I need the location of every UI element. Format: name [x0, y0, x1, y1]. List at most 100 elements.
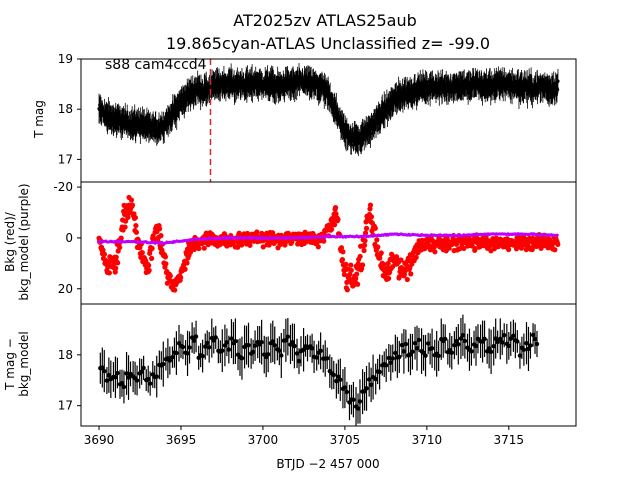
- data-point: [283, 338, 289, 343]
- y-tick-label: 0: [65, 231, 73, 245]
- bkg-point: [362, 238, 368, 244]
- bkg-point: [196, 245, 202, 252]
- data-point: [377, 369, 382, 375]
- data-point: [397, 354, 402, 360]
- data-point: [357, 399, 363, 404]
- bkg-point: [372, 225, 378, 231]
- bkg-point: [235, 244, 241, 250]
- data-point: [403, 341, 409, 347]
- bkg-point: [341, 271, 347, 278]
- data-point: [399, 342, 405, 348]
- data-point: [334, 378, 339, 384]
- data-point: [141, 365, 146, 371]
- data-point: [233, 339, 238, 344]
- bkg-point: [254, 229, 260, 235]
- bkg-point: [354, 271, 360, 277]
- data-point: [331, 372, 336, 378]
- data-point: [506, 343, 511, 349]
- bkg-point: [139, 250, 145, 256]
- data-point: [458, 336, 464, 341]
- bkg-point: [106, 270, 112, 276]
- data-point: [410, 349, 415, 354]
- data-point: [128, 371, 133, 377]
- bkg-point: [367, 206, 373, 212]
- bkg-point: [217, 242, 223, 248]
- x-tick-label: 3710: [412, 433, 443, 447]
- bkg-point: [149, 255, 155, 261]
- data-point: [106, 372, 112, 378]
- data-point: [246, 342, 251, 348]
- data-point: [338, 377, 343, 382]
- bkg-point: [133, 229, 140, 235]
- bottom-panel: 17 18 3690 3695 3700 3705 3710 3715: [58, 303, 577, 447]
- data-point: [259, 339, 264, 345]
- bkg-point: [408, 271, 414, 277]
- bkg-point: [344, 287, 350, 293]
- plot-area: [96, 194, 561, 293]
- data-point: [517, 353, 523, 358]
- bkg-point: [398, 257, 404, 263]
- data-point: [515, 339, 520, 344]
- bkg-point: [348, 262, 354, 268]
- bkg-point: [386, 275, 392, 282]
- y-tick-label: 19: [58, 52, 73, 66]
- bkg-point: [375, 244, 381, 250]
- bkg-point: [374, 237, 380, 243]
- data-point: [185, 351, 190, 356]
- data-point: [193, 334, 199, 339]
- bkg-point: [315, 244, 321, 250]
- bkg-point: [339, 257, 346, 263]
- bkg-point: [329, 226, 335, 232]
- bkg-point: [163, 261, 169, 267]
- data-point: [277, 348, 282, 353]
- data-point: [414, 345, 420, 351]
- bkg-point: [331, 222, 338, 228]
- bkg-point: [184, 260, 190, 266]
- bkg-point: [101, 251, 108, 257]
- data-point: [556, 79, 560, 83]
- data-point: [362, 137, 366, 142]
- data-point: [239, 355, 245, 361]
- data-point: [174, 350, 179, 356]
- bkg-point: [321, 238, 327, 244]
- bkg-point: [128, 197, 135, 203]
- data-point: [502, 333, 507, 338]
- bkg-point: [361, 242, 368, 248]
- x-tick-label: 3690: [84, 433, 115, 447]
- bkg-point: [113, 265, 119, 271]
- data-point: [454, 338, 459, 344]
- bkg-point: [158, 233, 164, 239]
- data-point: [401, 349, 407, 354]
- bkg-point: [529, 246, 535, 253]
- data-point: [473, 343, 479, 349]
- data-point: [388, 360, 393, 365]
- bkg-point: [260, 244, 266, 250]
- bkg-point: [338, 245, 345, 251]
- bkg-point: [289, 239, 295, 245]
- bkg-point: [282, 240, 288, 246]
- data-point: [425, 341, 431, 346]
- data-point: [366, 377, 372, 382]
- data-point: [205, 340, 210, 346]
- data-point: [147, 381, 153, 386]
- bkg-point: [359, 262, 366, 268]
- data-point: [530, 332, 536, 338]
- data-point: [180, 344, 186, 350]
- data-point: [491, 343, 496, 349]
- bkg-point: [172, 287, 178, 293]
- data-point: [390, 356, 395, 361]
- bkg-point: [404, 276, 410, 283]
- bkg-point: [555, 241, 561, 248]
- bkg-point: [178, 274, 184, 281]
- bkg-point: [385, 260, 391, 267]
- bkg-model-point: [555, 233, 559, 237]
- sector-camera-annotation: s88 cam4ccd4: [105, 57, 207, 73]
- bkg-point: [100, 247, 106, 253]
- data-point: [279, 353, 284, 358]
- y-tick-label: 17: [58, 399, 73, 413]
- x-tick-label: 3700: [248, 433, 279, 447]
- y-tick-label: 20: [58, 282, 73, 296]
- bkg-point: [506, 246, 512, 253]
- bkg-point: [419, 237, 425, 243]
